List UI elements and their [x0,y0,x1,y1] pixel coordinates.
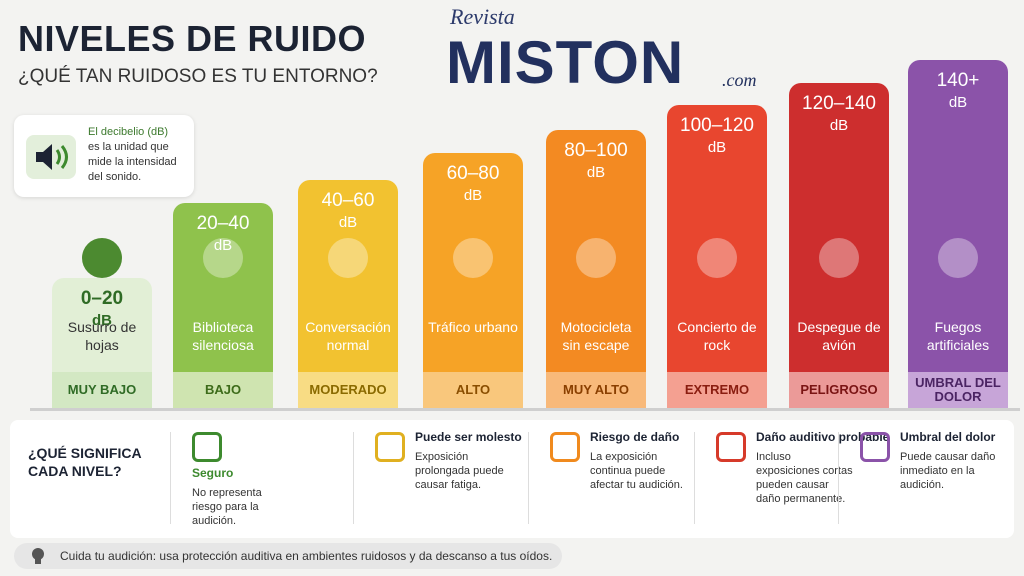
level-example: Despegue de avión [797,319,881,353]
level-icon [576,238,616,278]
level-example: Conversación normal [305,319,391,353]
info-box: El decibelio (dB) es la unidad que mide l… [14,115,194,197]
title: NIVELES DE RUIDO [18,18,367,59]
separator [170,432,171,524]
level-example: Biblioteca silenciosa [192,319,254,353]
legend-text: La exposición continua puede afectar tu … [590,451,683,491]
legend-item: Daño auditivo probable Incluso exposicion… [756,430,906,506]
legend-item: Riesgo de daño La exposición continua pue… [590,430,740,492]
logo-name: MISTON [446,29,685,96]
legend-icon [716,432,746,462]
separator [838,432,839,524]
speaker-icon [26,135,76,179]
baseline [30,408,1020,411]
level-column: 20–40 dB Biblioteca silenciosa BAJO [173,203,273,408]
level-icon [819,238,859,278]
level-unit: dB [213,237,233,254]
logo-kicker: Revista [450,4,515,29]
level-example: Fuegos artificiales [926,319,990,353]
logo-suffix: .com [722,70,757,90]
level-unit: dB [92,312,112,329]
legend-text: Puede causar daño inmediato en la audici… [900,451,996,491]
level-label: ALTO [423,372,523,408]
footer-tip: Cuida tu audición: usa protección auditi… [14,543,562,569]
level-icon [328,238,368,278]
legend-icon [550,432,580,462]
level-column: 0–20 dB Susurro de hojas MUY BAJO [52,238,152,408]
legend-text: Incluso exposiciones cortas pueden causa… [756,451,853,505]
level-column: 100–120 dB Concierto de rock EXTREMO [667,105,767,408]
level-label: MODERADO [298,372,398,408]
separator [353,432,354,524]
level-column: 140+ dB Fuegos artificiales UMBRAL DEL DOLO… [908,60,1008,408]
info-term: El decibelio (dB) [88,126,169,138]
level-example: Motocicleta sin escape [560,319,632,353]
level-range: 120–140 [802,93,876,114]
level-example: Concierto de rock [677,319,757,353]
legend-icon [860,432,890,462]
level-icon [938,238,978,278]
legend-title: Daño auditivo probable [756,430,890,444]
level-unit: dB [707,139,727,156]
legend-question: ¿QUÉ SIGNIFICA CADA NIVEL? [28,445,142,479]
level-unit: dB [829,117,849,134]
level-label: EXTREMO [667,372,767,408]
info-desc: es la unidad que mide la intensidad del … [88,141,177,183]
level-icon [697,238,737,278]
level-example: Tráfico urbano [428,319,518,335]
legend-icon [192,432,222,462]
bulb-icon [32,548,44,564]
legend-title: Umbral del dolor [900,430,996,444]
level-column: 80–100 dB Motocicleta sin escape MUY ALTO [546,130,646,408]
legend-text: Exposición prolongada puede causar fatig… [415,451,504,491]
level-range: 100–120 [680,115,754,136]
legend-item: Umbral del dolor Puede causar daño inmedi… [900,430,1024,492]
level-unit: dB [463,187,483,204]
level-label: PELIGROSO [789,372,889,408]
legend-item: Seguro No representa riesgo para la audic… [192,466,342,528]
level-label: MUY ALTO [546,372,646,408]
separator [694,432,695,524]
level-range: 80–100 [564,140,628,161]
level-range: 40–60 [321,190,375,211]
level-range: 20–40 [196,213,250,234]
level-range: 60–80 [446,163,500,184]
level-column: 120–140 dB Despegue de avión PELIGROSO [789,83,889,408]
level-icon [203,238,243,278]
legend-title: Puede ser molesto [415,430,522,444]
level-icon [453,238,493,278]
level-label: BAJO [173,372,273,408]
legend-icon [375,432,405,462]
separator [528,432,529,524]
info-text: El decibelio (dB) es la unidad que mide l… [88,125,192,185]
level-range: 0–20 [80,288,124,309]
level-column: 40–60 dB Conversación normal MODERADO [298,180,398,408]
legend-item: Puede ser molesto Exposición prolongada p… [415,430,565,492]
subtitle: ¿QUÉ TAN RUIDOSO ES TU ENTORNO? [18,66,378,87]
level-range: 140+ [936,70,980,91]
level-column: 60–80 dB Tráfico urbano ALTO [423,153,523,408]
level-example: Susurro de hojas [67,319,137,353]
level-label: UMBRAL DEL DOLOR [908,372,1008,408]
level-unit: dB [586,164,606,181]
legend-text: No representa riesgo para la audición. [192,487,262,527]
footer-text: Cuida tu audición: usa protección auditi… [60,549,553,563]
level-unit: dB [338,214,358,231]
level-icon [82,238,122,278]
legend-title: Seguro [192,466,234,480]
level-label: MUY BAJO [52,372,152,408]
level-unit: dB [948,94,968,111]
legend-title: Riesgo de daño [590,430,680,444]
legend: ¿QUÉ SIGNIFICA CADA NIVEL? Seguro No repr… [10,420,1014,538]
